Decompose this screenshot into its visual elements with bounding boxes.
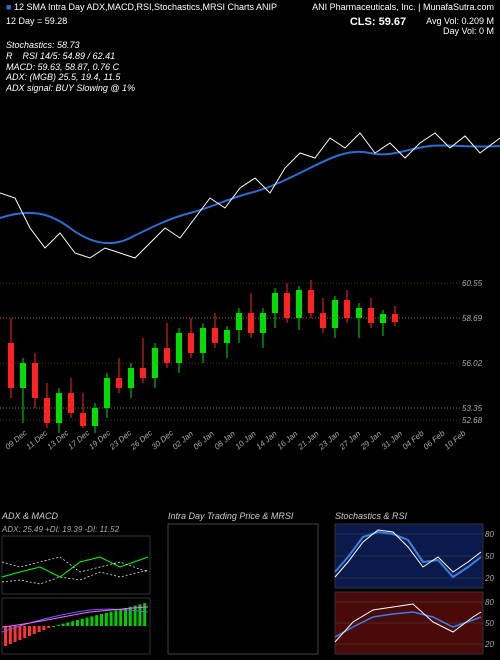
adx-title: ADX & MACD bbox=[0, 510, 166, 522]
svg-text:20: 20 bbox=[484, 574, 494, 583]
stoch-text: Stochastics: 58.73 bbox=[6, 40, 494, 51]
svg-text:20: 20 bbox=[484, 640, 494, 649]
bottom-panels: ADX & MACD ADX: 25.49 +DI: 19.39 -DI: 11… bbox=[0, 510, 500, 660]
svg-text:ADX: 25.49 +DI: 19.39 -DI: 11.: ADX: 25.49 +DI: 19.39 -DI: 11.52 bbox=[1, 525, 120, 534]
svg-text:14 Jan: 14 Jan bbox=[254, 429, 279, 452]
svg-text:04 Feb: 04 Feb bbox=[401, 428, 426, 451]
svg-text:17 Dec: 17 Dec bbox=[66, 428, 91, 451]
candle-chart: 60.55 58.69 56.02 53.35 52.68 09 Dec11 Dec13 … bbox=[0, 268, 500, 463]
cls-value: CLS: 59.67 bbox=[350, 16, 406, 36]
svg-text:13 Dec: 13 Dec bbox=[45, 428, 70, 451]
adx-signal-text: ADX signal: BUY Slowing @ 1% bbox=[6, 83, 494, 94]
svg-text:80: 80 bbox=[485, 530, 494, 539]
svg-text:21 Jan: 21 Jan bbox=[295, 429, 320, 452]
svg-text:10 Jan: 10 Jan bbox=[234, 429, 259, 452]
header-row: ■ 12 SMA Intra Day ADX,MACD,RSI,Stochast… bbox=[0, 0, 500, 14]
svg-text:26 Dec: 26 Dec bbox=[128, 428, 154, 452]
line-chart bbox=[0, 98, 500, 268]
svg-text:11 Dec: 11 Dec bbox=[24, 429, 49, 452]
svg-text:23 Dec: 23 Dec bbox=[107, 428, 133, 452]
svg-text:30 Dec: 30 Dec bbox=[150, 428, 175, 451]
svg-text:52.68: 52.68 bbox=[462, 416, 483, 425]
rsi-text: R RSI 14/5: 54.89 / 62.41 bbox=[6, 51, 494, 62]
svg-text:19 Dec: 19 Dec bbox=[87, 428, 112, 451]
intra-title: Intra Day Trading Price & MRSI bbox=[166, 510, 333, 522]
stoch-rsi-panel: Stochastics & RSI 80 50 20 80 50 20 bbox=[333, 510, 500, 660]
svg-text:60.55: 60.55 bbox=[462, 279, 483, 288]
indicator-block: Stochastics: 58.73 R RSI 14/5: 54.89 / 6… bbox=[0, 38, 500, 98]
svg-text:80: 80 bbox=[485, 598, 494, 607]
svg-text:06 Jan: 06 Jan bbox=[192, 429, 217, 452]
header-left-text: ■ 12 SMA Intra Day ADX,MACD,RSI,Stochast… bbox=[6, 2, 277, 12]
header-ticker: ANI Pharmaceuticals, Inc. | MunafaSutra.… bbox=[312, 2, 494, 12]
svg-text:08 Jan: 08 Jan bbox=[213, 429, 238, 452]
svg-text:16 Jan: 16 Jan bbox=[275, 429, 300, 452]
svg-text:29 Jan: 29 Jan bbox=[358, 429, 383, 452]
header-row-2: 12 Day = 59.28 CLS: 59.67 Avg Vol: 0.209… bbox=[0, 14, 500, 38]
svg-text:10 Feb: 10 Feb bbox=[443, 428, 468, 451]
svg-text:56.02: 56.02 bbox=[462, 359, 483, 368]
svg-text:09 Dec: 09 Dec bbox=[4, 428, 29, 451]
svg-text:02 Jan: 02 Jan bbox=[171, 429, 196, 452]
adx-macd-panel: ADX & MACD ADX: 25.49 +DI: 19.39 -DI: 11… bbox=[0, 510, 166, 660]
adx-text: ADX: (MGB) 25.5, 19.4, 11.5 bbox=[6, 72, 494, 83]
intraday-panel: Intra Day Trading Price & MRSI bbox=[166, 510, 333, 660]
svg-text:06 Feb: 06 Feb bbox=[422, 428, 447, 451]
stoch-title: Stochastics & RSI bbox=[333, 510, 500, 522]
day-vol: Day Vol: 0 M bbox=[426, 26, 494, 36]
svg-text:23 Jan: 23 Jan bbox=[316, 429, 341, 452]
sma-line: 12 Day = 59.28 bbox=[6, 16, 67, 36]
svg-text:53.35: 53.35 bbox=[462, 404, 483, 413]
svg-text:50: 50 bbox=[485, 552, 494, 561]
avg-vol: Avg Vol: 0.209 M bbox=[426, 16, 494, 26]
svg-text:58.69: 58.69 bbox=[462, 314, 483, 323]
svg-text:31 Jan: 31 Jan bbox=[380, 429, 405, 452]
svg-text:50: 50 bbox=[485, 619, 494, 628]
svg-text:27 Jan: 27 Jan bbox=[337, 429, 362, 452]
macd-text: MACD: 59.63, 58.87, 0.76 C bbox=[6, 62, 494, 73]
